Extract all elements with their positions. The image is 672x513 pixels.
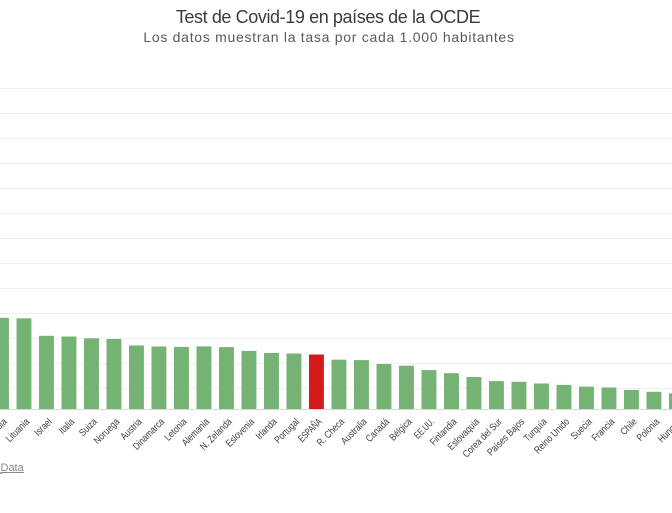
svg-text:Noruega: Noruega xyxy=(92,416,122,446)
svg-text:Canadá: Canadá xyxy=(364,416,392,444)
svg-text:Hungría: Hungría xyxy=(656,416,672,445)
svg-text:Lituania: Lituania xyxy=(4,416,32,444)
svg-text:Australia: Australia xyxy=(339,416,370,447)
svg-text:Italia: Italia xyxy=(57,416,77,436)
svg-text:Israel: Israel xyxy=(33,417,55,439)
svg-text:Francia: Francia xyxy=(590,416,617,443)
svg-text:Bélgica: Bélgica xyxy=(388,416,415,443)
svg-text:Portugal: Portugal xyxy=(273,417,302,446)
